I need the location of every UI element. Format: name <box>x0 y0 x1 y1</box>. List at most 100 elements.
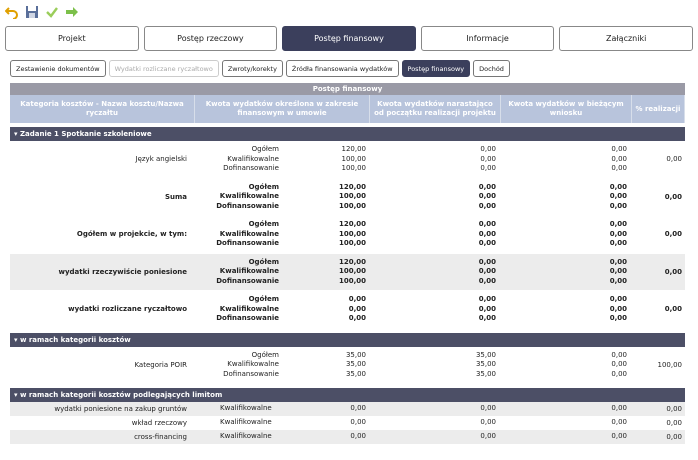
amount-cell: 0,00 0,00 0,00 <box>501 351 632 380</box>
amount-cell: 0,00 0,00 0,00 <box>370 220 501 249</box>
subtab-postep-finansowy[interactable]: Postęp finansowy <box>401 60 471 77</box>
value-label: Dofinansowanie <box>223 164 279 172</box>
amount-value: 0,00 <box>611 432 627 441</box>
section-zadanie-1[interactable]: ▾ Zadanie 1 Spotkanie szkoleniowe <box>10 127 685 141</box>
table-row: Ogółem w projekcie, w tym: Ogółem Kwalifik… <box>10 216 685 254</box>
amount-cell: 120,00 100,00 100,00 <box>281 145 370 174</box>
amount-value: 0,00 <box>478 201 496 210</box>
amount-value: 0,00 <box>611 369 627 378</box>
table-row: wkład rzeczowy Kwalifikowalne 0,00 0,00 0,00… <box>10 416 685 430</box>
table-row: Suma Ogółem Kwalifikowalne Dofinansowanie 12… <box>10 179 685 216</box>
tab-postep-rzeczowy[interactable]: Postęp rzeczowy <box>143 26 278 51</box>
realization-percent: 0,00 <box>666 419 682 427</box>
amount-value: 0,00 <box>480 418 496 427</box>
undo-icon[interactable] <box>4 4 20 20</box>
value-label: Kwalifikowalne <box>220 432 272 441</box>
row-labels: Ogółem Kwalifikowalne Dofinansowanie <box>195 145 281 174</box>
amount-value: 120,00 <box>338 257 366 266</box>
row-labels: Ogółem Kwalifikowalne Dofinansowanie <box>195 295 281 324</box>
amount-cell: 0,00 0,00 0,00 <box>370 183 501 212</box>
section-limity[interactable]: ▾ w ramach kategorii kosztów podlegający… <box>10 388 685 402</box>
amount-value: 0,00 <box>480 145 496 153</box>
amount-value: 0,00 <box>480 432 496 441</box>
subtab-zestawienie-dokumentow[interactable]: Zestawienie dokumentów <box>10 60 106 77</box>
amount-value: 0,00 <box>611 164 627 172</box>
value-label: Dofinansowanie <box>216 314 279 322</box>
amount-cell: 35,00 35,00 35,00 <box>370 351 501 380</box>
amount-value: 35,00 <box>345 369 366 378</box>
amount-value: 35,00 <box>475 369 496 378</box>
amount-cell: 0,00 0,00 0,00 <box>501 295 632 324</box>
amount-value: 0,00 <box>478 192 496 200</box>
amount-cell: 120,00 100,00 100,00 <box>281 183 370 212</box>
section-title: w ramach kategorii kosztów <box>19 335 131 344</box>
value-label: Ogółem <box>251 145 279 153</box>
tab-projekt[interactable]: Projekt <box>5 26 139 51</box>
value-label: Ogółem <box>248 257 279 266</box>
value-label: Kwalifikowalne <box>219 229 279 238</box>
amount-cell: 0,00 0,00 0,00 <box>501 145 632 174</box>
row-name: cross-financing <box>134 433 187 441</box>
header-category: Kategoria kosztów - Nazwa kosztu/Nazwa r… <box>10 95 195 123</box>
amount-value: 0,00 <box>609 257 627 266</box>
check-icon[interactable] <box>44 4 60 20</box>
amount-cell: 0,00 0,00 0,00 <box>501 258 632 287</box>
header-current-amount: Kwota wydatków w bieżącym wniosku <box>501 95 632 123</box>
value-label: Kwalifikowalne <box>227 154 279 163</box>
amount-cell: 0,00 0,00 0,00 <box>370 295 501 324</box>
amount-value: 0,00 <box>350 432 366 441</box>
header-cumulative-amount: Kwota wydatków narastająco od początku r… <box>370 95 501 123</box>
value-label: Kwalifikowalne <box>227 360 279 368</box>
amount-value: 0,00 <box>478 295 496 303</box>
subtab-dochod[interactable]: Dochód <box>473 60 510 77</box>
table-row: wydatki poniesione na zakup gruntów Kwali… <box>10 402 685 416</box>
amount-value: 0,00 <box>478 229 496 238</box>
amount-value: 0,00 <box>611 145 627 153</box>
amount-value: 0,00 <box>348 295 366 303</box>
table-row: Kategoria POIR Ogółem Kwalifikowalne Dofina… <box>10 347 685 384</box>
forward-icon[interactable] <box>64 4 80 20</box>
row-name: wydatki rzeczywiście poniesione <box>58 267 188 276</box>
tab-informacje[interactable]: Informacje <box>420 26 555 51</box>
toolbar <box>4 3 80 21</box>
amount-value: 0,00 <box>609 182 627 191</box>
realization-percent: 0,00 <box>664 267 682 276</box>
amount-cell: 35,00 35,00 35,00 <box>281 351 370 380</box>
table-row: cross-financing Kwalifikowalne 0,00 0,00 0,0… <box>10 430 685 444</box>
section-kategorie-kosztow[interactable]: ▾ w ramach kategorii kosztów <box>10 332 685 347</box>
amount-value: 0,00 <box>611 154 627 163</box>
row-labels: Ogółem Kwalifikowalne Dofinansowanie <box>195 220 281 249</box>
amount-cell: 120,00 100,00 100,00 <box>281 258 370 287</box>
subtab-zrodla-finansowania[interactable]: Źródła finansowania wydatków <box>285 60 399 77</box>
save-icon[interactable] <box>24 4 40 20</box>
amount-value: 100,00 <box>341 164 367 172</box>
value-label: Dofinansowanie <box>223 369 279 378</box>
amount-value: 0,00 <box>611 404 627 413</box>
amount-value: 100,00 <box>338 239 366 247</box>
realization-percent: 0,00 <box>664 192 682 201</box>
tab-zalaczniki[interactable]: Załączniki <box>559 26 693 51</box>
realization-percent: 0,00 <box>664 305 682 314</box>
amount-value: 100,00 <box>338 201 366 210</box>
amount-cell: 0,00 0,00 0,00 <box>370 258 501 287</box>
subtab-zwroty-korekty[interactable]: Zwroty/korekty <box>221 60 283 77</box>
section-3-rows: wydatki poniesione na zakup gruntów Kwali… <box>10 402 685 444</box>
amount-value: 0,00 <box>611 418 627 427</box>
amount-cell: 120,00 100,00 100,00 <box>281 220 370 249</box>
value-label: Ogółem <box>248 295 279 303</box>
amount-value: 0,00 <box>609 239 627 247</box>
value-label: Dofinansowanie <box>216 239 279 247</box>
amount-value: 35,00 <box>475 360 496 368</box>
value-label: Ogółem <box>248 220 279 228</box>
row-labels: Ogółem Kwalifikowalne Dofinansowanie <box>195 183 281 212</box>
tab-postep-finansowy[interactable]: Postęp finansowy <box>282 26 416 51</box>
row-name: Suma <box>164 192 187 201</box>
amount-value: 100,00 <box>341 154 367 163</box>
realization-percent: 0,00 <box>666 433 682 441</box>
amount-value: 0,00 <box>478 220 496 228</box>
row-name: Język angielski <box>135 155 187 164</box>
value-label: Kwalifikowalne <box>220 418 272 427</box>
section-2-rows: Kategoria POIR Ogółem Kwalifikowalne Dofina… <box>10 347 685 384</box>
amount-value: 0,00 <box>480 154 496 163</box>
row-name: Ogółem w projekcie, w tym: <box>76 230 187 239</box>
